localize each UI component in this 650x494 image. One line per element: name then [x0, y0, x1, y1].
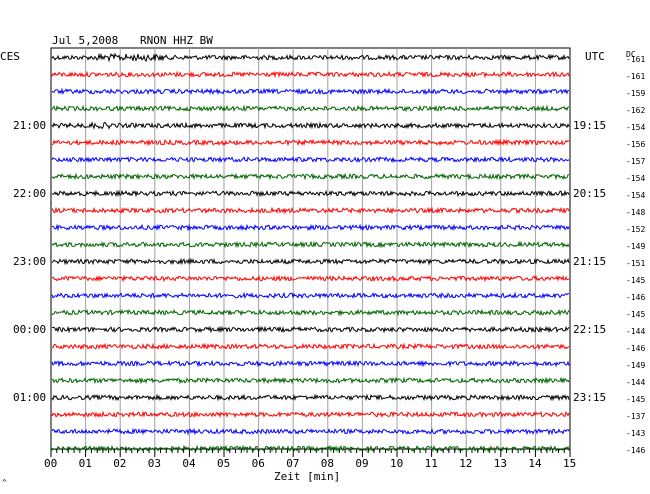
dc-offset-label: -154 [626, 173, 646, 183]
dc-offset-label: -146 [626, 445, 646, 455]
corner-mark: ^ [2, 478, 7, 487]
trace-3 [51, 87, 570, 96]
trace-4 [51, 104, 570, 113]
trace-2 [51, 70, 570, 79]
dc-offset-label: -144 [626, 326, 646, 336]
trace-7 [51, 155, 570, 164]
trace-10 [51, 206, 570, 215]
trace-17 [51, 325, 570, 334]
dc-offset-label: -156 [626, 139, 646, 149]
local-time-label: 21:00 [13, 118, 47, 132]
utc-time-label: 19:15 [573, 118, 607, 132]
dc-offset-label: -145 [626, 309, 646, 319]
dc-offset-label: -149 [626, 360, 646, 370]
dc-offset-label: -152 [626, 224, 646, 234]
dc-offset-label: -146 [626, 292, 646, 302]
dc-offset-label: -148 [626, 207, 646, 217]
dc-offset-label: -143 [626, 428, 646, 438]
x-tick-label: 05 [217, 457, 231, 470]
utc-time-label: 20:15 [573, 186, 607, 200]
dc-offset-label: -144 [626, 377, 646, 387]
dc-offset-label: -159 [626, 88, 646, 98]
dc-offset-label: -161 [626, 54, 646, 64]
x-tick-label: 00 [44, 457, 58, 470]
local-time-label: 22:00 [13, 186, 47, 200]
dc-offset-label: -151 [626, 258, 646, 268]
trace-15 [51, 291, 570, 300]
x-axis-title: Zeit [min] [274, 470, 341, 483]
dc-offset-label: -149 [626, 241, 646, 251]
trace-19 [51, 359, 570, 368]
dc-offset-label: -146 [626, 343, 646, 353]
x-tick-label: 01 [78, 457, 92, 470]
dc-offset-label: -145 [626, 275, 646, 285]
trace-5 [51, 121, 570, 130]
utc-time-label: 21:15 [573, 254, 607, 268]
local-time-label: 00:00 [13, 322, 47, 336]
x-tick-label: 11 [424, 457, 438, 470]
x-tick-label: 12 [459, 457, 473, 470]
x-tick-label: 09 [355, 457, 369, 470]
x-tick-label: 02 [113, 457, 127, 470]
trace-1 [51, 52, 570, 63]
local-time-label: 01:00 [13, 390, 47, 404]
x-tick-label: 08 [320, 457, 335, 470]
trace-14 [51, 274, 570, 283]
trace-20 [51, 376, 570, 385]
trace-8 [51, 172, 569, 181]
trace-24 [51, 444, 570, 453]
x-tick-label: 13 [493, 457, 508, 470]
x-tick-label: 07 [286, 457, 300, 470]
utc-time-label: 23:15 [573, 390, 607, 404]
trace-6 [51, 138, 570, 147]
x-tick-label: 15 [563, 457, 577, 470]
local-time-label: 23:00 [13, 254, 47, 268]
trace-12 [51, 240, 570, 249]
x-tick-label: 06 [251, 457, 265, 470]
dc-offset-label: -154 [626, 190, 646, 200]
dc-offset-label: -161 [626, 71, 646, 81]
dc-offset-label: -162 [626, 105, 646, 115]
dc-offset-label: -145 [626, 394, 646, 404]
trace-23 [51, 427, 570, 436]
left-timezone-label: CES [0, 50, 20, 63]
dc-offset-label: -137 [626, 411, 646, 421]
trace-16 [51, 308, 570, 317]
dc-offset-label: -154 [626, 122, 646, 132]
x-tick-label: 04 [182, 457, 196, 470]
trace-18 [51, 342, 570, 351]
trace-13 [51, 257, 570, 266]
x-tick-label: 14 [528, 457, 542, 470]
utc-time-label: 22:15 [573, 322, 607, 336]
x-tick-label: 10 [390, 457, 404, 470]
trace-21 [51, 393, 570, 402]
trace-22 [51, 410, 570, 419]
x-tick-label: 03 [147, 457, 162, 470]
date-label: Jul 5,2008 [52, 34, 119, 47]
dc-header-label: DC [626, 50, 636, 59]
trace-11 [51, 223, 570, 232]
dc-offset-label: -157 [626, 156, 646, 166]
trace-9 [51, 189, 570, 198]
station-label: RNON HHZ BW [140, 34, 213, 47]
right-timezone-label: UTC [585, 50, 605, 63]
